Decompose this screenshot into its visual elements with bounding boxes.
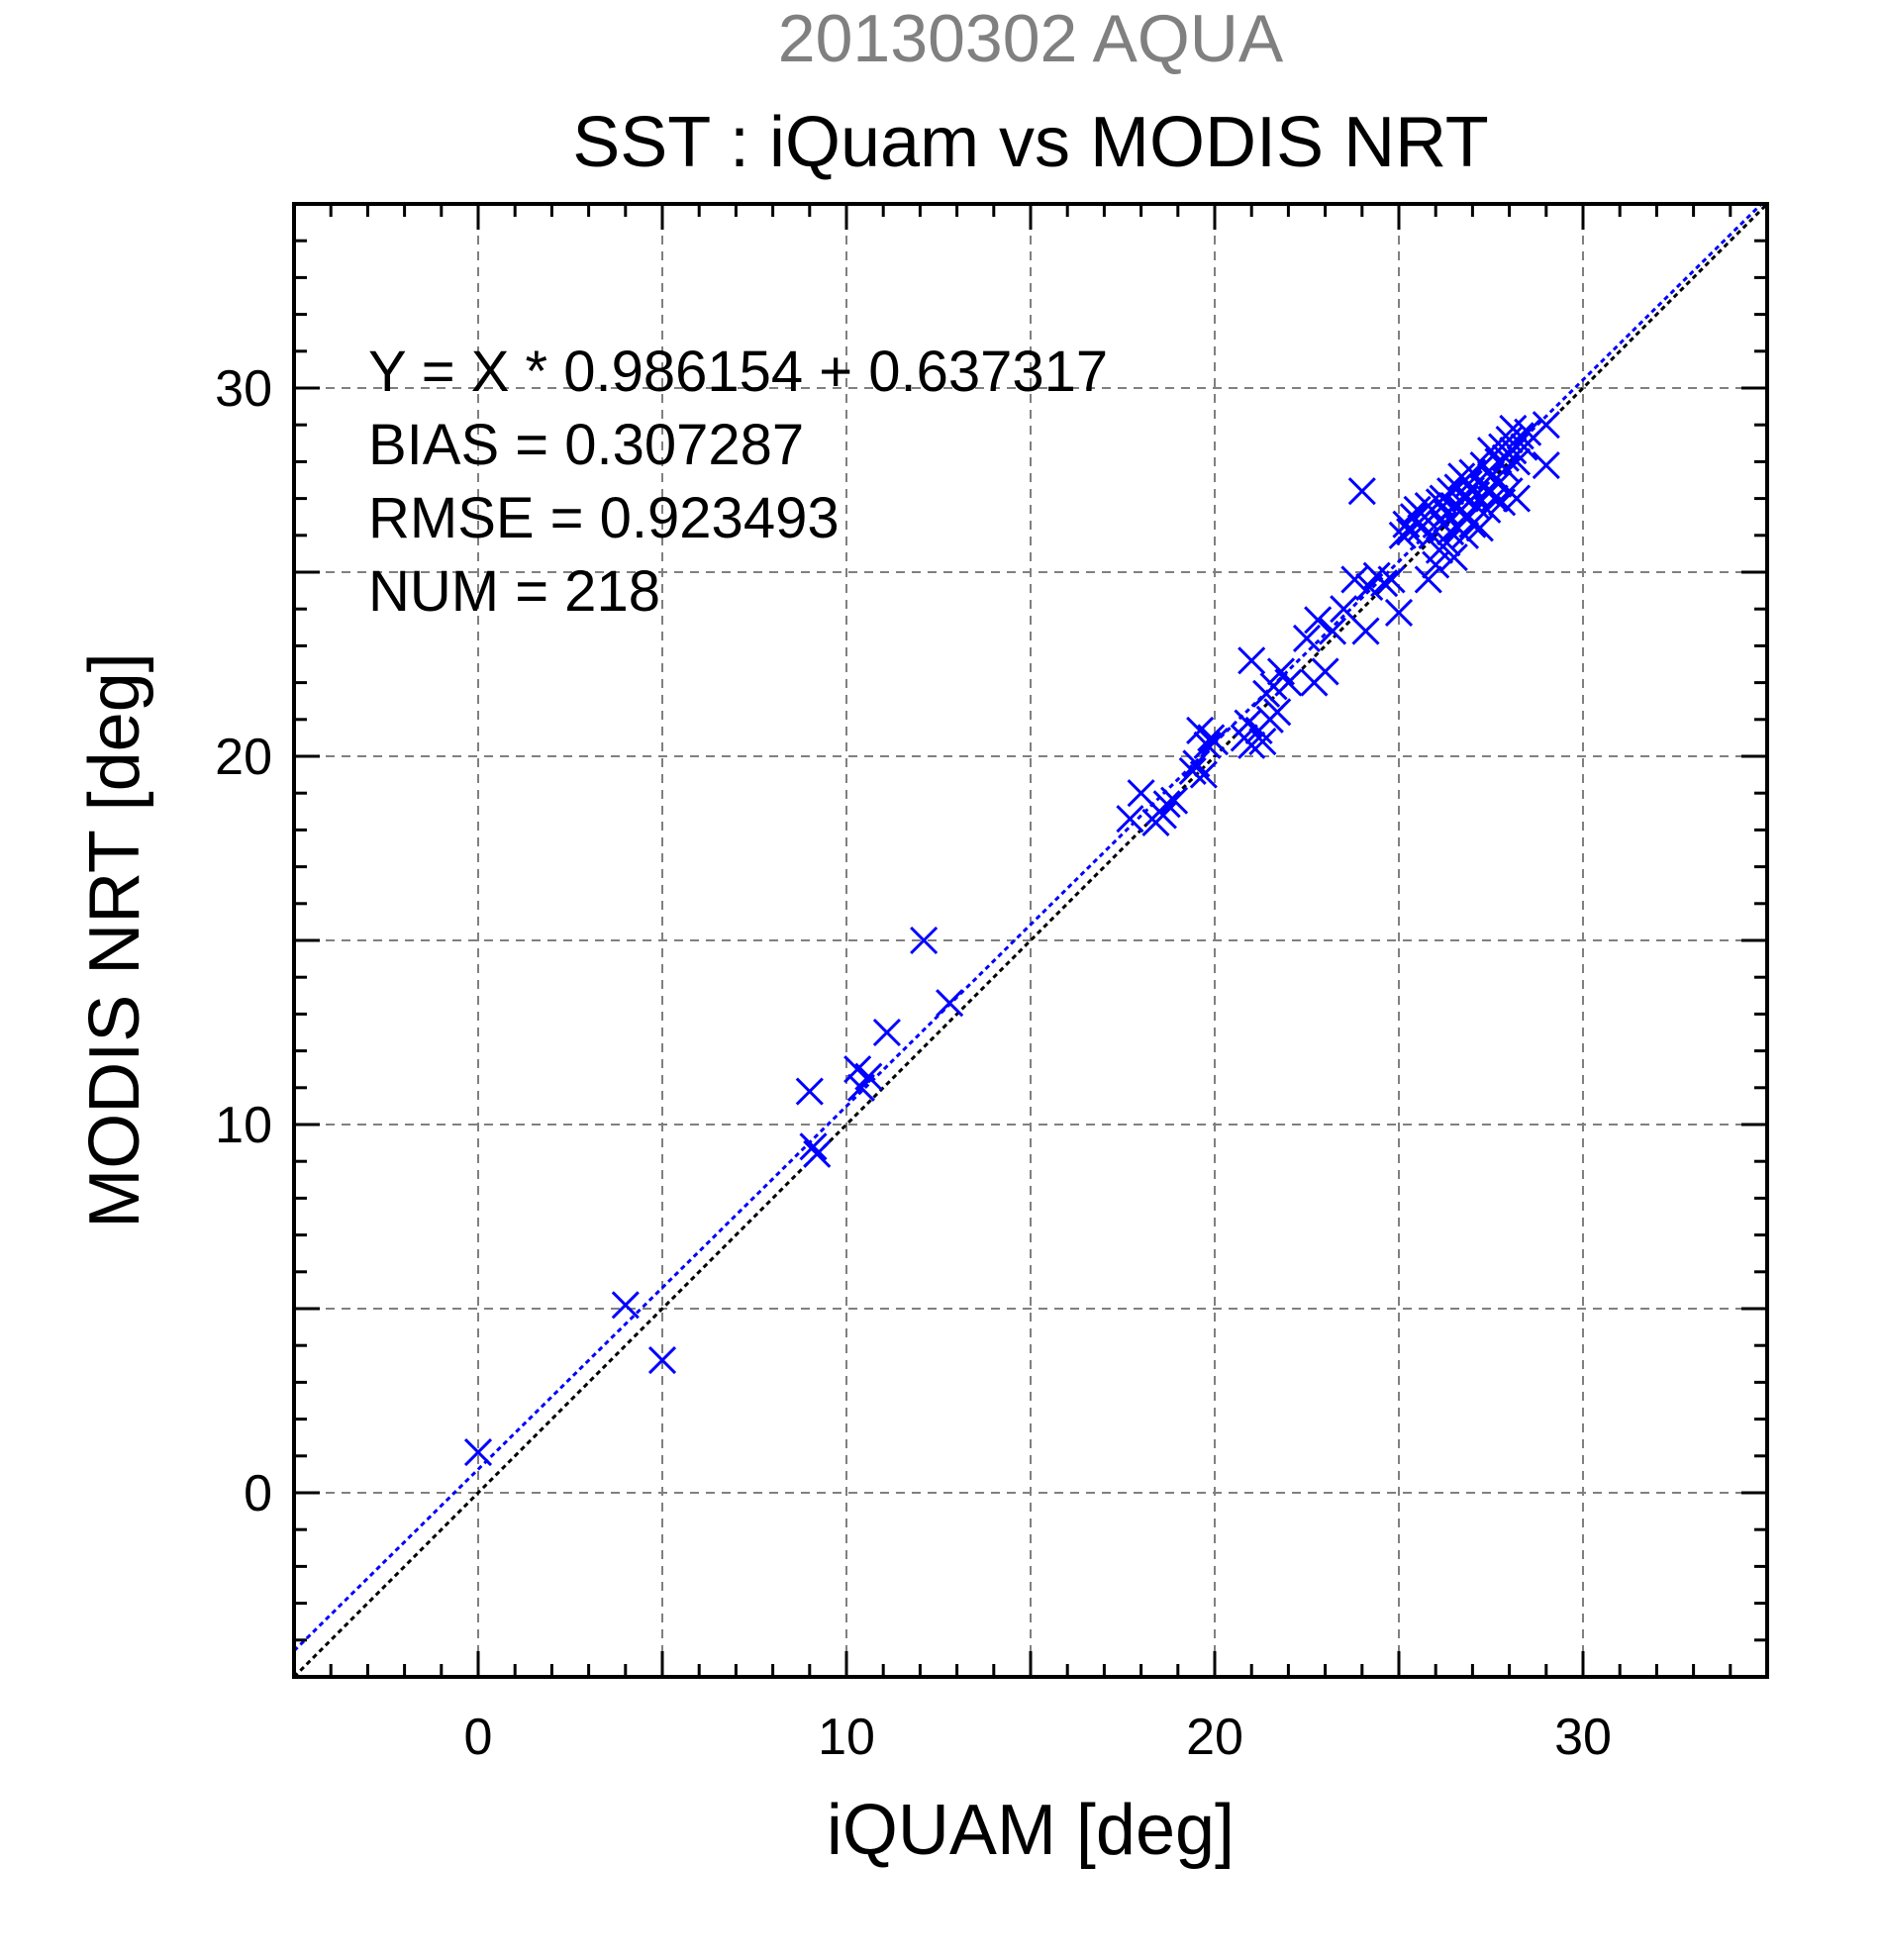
axis-minor-ticks — [294, 204, 1767, 1677]
data-point — [1330, 595, 1358, 624]
stat-line: NUM = 218 — [368, 559, 660, 624]
data-point — [910, 926, 939, 955]
data-point — [1200, 728, 1230, 756]
data-point — [1502, 484, 1532, 513]
data-point — [799, 1132, 828, 1161]
data-point — [803, 1139, 832, 1168]
data-point — [872, 1018, 901, 1047]
data-point — [1532, 451, 1560, 480]
stat-line: Y = X * 0.986154 + 0.637317 — [368, 340, 1108, 404]
data-point — [1377, 565, 1406, 594]
data-point — [1160, 786, 1189, 815]
stat-line: RMSE = 0.923493 — [368, 486, 840, 550]
data-point — [1351, 617, 1380, 645]
data-point — [647, 1346, 677, 1375]
reference-lines — [292, 202, 1769, 1679]
data-point — [1370, 569, 1399, 598]
data-point — [1465, 514, 1494, 542]
grid-lines — [294, 204, 1767, 1677]
y-tick-label: 10 — [215, 1097, 272, 1154]
data-point — [1152, 790, 1181, 819]
data-point — [1388, 521, 1417, 549]
y-axis-label: MODIS NRT [deg] — [75, 652, 154, 1228]
data-point — [1514, 418, 1542, 446]
x-tick-label: 20 — [1186, 1709, 1243, 1766]
data-point — [1532, 411, 1560, 440]
data-points — [463, 411, 1560, 1467]
data-point — [1462, 491, 1491, 521]
data-point — [1318, 617, 1347, 645]
x-tick-label: 0 — [464, 1709, 493, 1766]
tick-labels: 0 10 20 30 0 10 20 30 — [215, 360, 1612, 1766]
data-point — [1347, 477, 1376, 506]
data-point — [1304, 606, 1333, 635]
data-point — [1384, 598, 1414, 627]
chart-suptitle: 20130302 AQUA — [778, 1, 1284, 76]
data-point — [1433, 529, 1461, 557]
data-point — [1193, 731, 1222, 759]
x-tick-label: 10 — [818, 1709, 875, 1766]
stat-line: BIAS = 0.307287 — [368, 413, 804, 477]
data-point — [1340, 565, 1369, 594]
data-point — [1148, 801, 1177, 830]
data-point — [1499, 437, 1528, 465]
data-point — [1178, 756, 1207, 785]
data-point — [463, 1438, 493, 1467]
data-point — [1238, 731, 1266, 759]
y-tick-label: 30 — [215, 360, 272, 418]
y-tick-label: 0 — [244, 1465, 272, 1522]
fit-line — [292, 202, 1763, 1652]
data-point — [1506, 422, 1534, 450]
chart-title: SST : iQuam vs MODIS NRT — [572, 103, 1489, 182]
data-point — [795, 1077, 824, 1106]
data-point — [1263, 698, 1292, 727]
data-point — [1502, 447, 1532, 476]
data-point — [1189, 760, 1218, 789]
data-point — [1248, 728, 1277, 756]
data-point — [936, 989, 964, 1018]
x-tick-label: 30 — [1554, 1709, 1612, 1766]
data-point — [611, 1291, 640, 1320]
data-point — [1311, 657, 1339, 686]
data-point — [1116, 805, 1144, 833]
data-point — [1274, 668, 1303, 697]
data-point — [1292, 624, 1322, 653]
x-axis-label: iQUAM [deg] — [827, 1791, 1235, 1870]
data-point — [1414, 565, 1442, 594]
data-point — [1238, 646, 1266, 675]
fit-statistics: Y = X * 0.986154 + 0.637317 BIAS = 0.3072… — [368, 340, 1108, 624]
data-point — [1439, 543, 1468, 572]
data-point — [1495, 426, 1524, 454]
y-tick-label: 20 — [215, 729, 272, 786]
data-point — [854, 1062, 883, 1091]
